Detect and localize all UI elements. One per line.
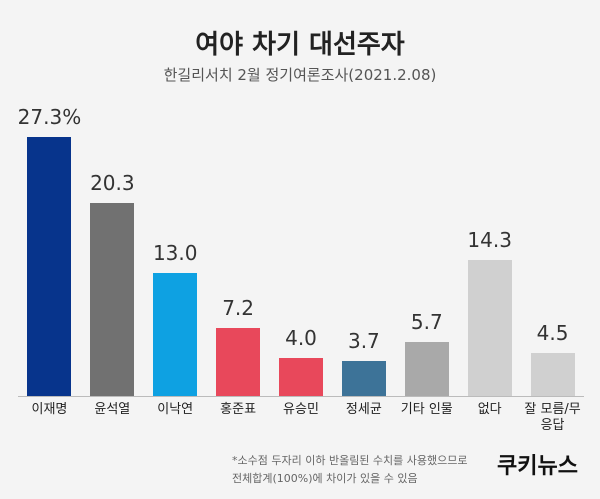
value-label: 27.3% — [17, 105, 82, 129]
value-label: 5.7 — [410, 309, 443, 334]
value-label: 3.7 — [347, 328, 380, 353]
baseline — [18, 396, 584, 397]
bar — [90, 203, 135, 396]
value-label: 4.5 — [536, 321, 569, 346]
bar — [279, 358, 323, 396]
x-tick-label: 유승민 — [283, 402, 319, 417]
x-tick-label: 이낙연 — [157, 402, 194, 417]
value-label: 20.3 — [90, 171, 135, 196]
bar — [467, 260, 512, 396]
chart-subtitle: 한길리서치 2월 정기여론조사(2021.2.08) — [163, 66, 437, 84]
source-logo: 쿠키뉴스 — [497, 454, 578, 479]
bar — [27, 137, 72, 396]
value-label: 14.3 — [467, 228, 512, 253]
value-label: 4.0 — [285, 326, 317, 351]
bar — [153, 272, 198, 396]
value-label: 13.0 — [152, 240, 198, 265]
chart-title: 여야 차기 대선주자 — [195, 30, 405, 60]
footnote: *소수점 두자리 이하 반올림된 수치를 사용했으므로 — [232, 454, 468, 467]
x-tick-label: 윤석열 — [94, 402, 131, 417]
footnote: 전체합계(100%)에 차이가 있을 수 있음 — [232, 472, 418, 485]
value-label: 7.2 — [222, 295, 255, 320]
x-tick-label: 기타 인물 — [400, 402, 453, 417]
x-tick-label: 정세균 — [345, 402, 382, 417]
x-tick-label: 이재명 — [31, 402, 68, 417]
x-tick-label: 없다 — [477, 402, 502, 417]
bar — [530, 353, 575, 396]
bar — [216, 327, 261, 396]
x-tick-label: 홍준표 — [220, 402, 257, 417]
x-tick-label: 잘 모름/무응답 — [524, 402, 581, 433]
bar — [341, 360, 386, 396]
bar — [404, 341, 449, 396]
